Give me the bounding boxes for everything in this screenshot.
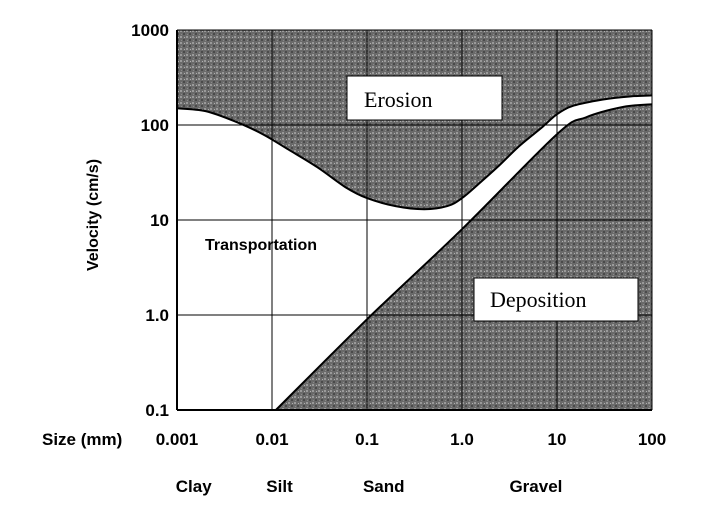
y-tick-label: 10 xyxy=(150,211,169,230)
x-axis-label: Size (mm) xyxy=(42,430,122,449)
y-tick-labels: 0.1 1.0 10 100 1000 xyxy=(131,21,169,420)
axes xyxy=(176,30,652,411)
size-class-label: Gravel xyxy=(509,477,562,496)
transportation-label: Transportation xyxy=(205,237,317,254)
region-label-deposition: Deposition xyxy=(473,277,639,322)
series-lines xyxy=(176,94,653,411)
y-tick-label: 100 xyxy=(141,116,169,135)
erosion-curve xyxy=(176,94,653,211)
y-tick-label: 1.0 xyxy=(145,306,169,325)
size-class-label: Silt xyxy=(266,477,293,496)
x-tick-label: 10 xyxy=(548,430,567,449)
x-tick-label: 0.1 xyxy=(355,430,379,449)
x-tick-label: 0.01 xyxy=(255,430,288,449)
deposition-curve xyxy=(275,103,653,411)
size-class-label: Clay xyxy=(176,477,212,496)
y-axis-label: Velocity (cm/s) xyxy=(85,159,102,271)
deposition-label-box xyxy=(473,277,639,322)
x-tick-label: 1.0 xyxy=(450,430,474,449)
x-tick-label: 0.001 xyxy=(156,430,199,449)
y-tick-label: 1000 xyxy=(131,21,169,40)
region-label-erosion: Erosion xyxy=(346,75,503,121)
size-class-label: Sand xyxy=(363,477,405,496)
x-tick-label: 100 xyxy=(638,430,666,449)
size-class-labels: Clay Silt Sand Gravel xyxy=(176,477,563,496)
y-tick-label: 0.1 xyxy=(145,401,169,420)
erosion-label: Erosion xyxy=(364,87,432,112)
erosion-label-box xyxy=(346,75,503,121)
deposition-label: Deposition xyxy=(490,287,587,312)
deposition-area xyxy=(275,104,652,411)
x-tick-labels: 0.001 0.01 0.1 1.0 10 100 xyxy=(156,430,666,449)
